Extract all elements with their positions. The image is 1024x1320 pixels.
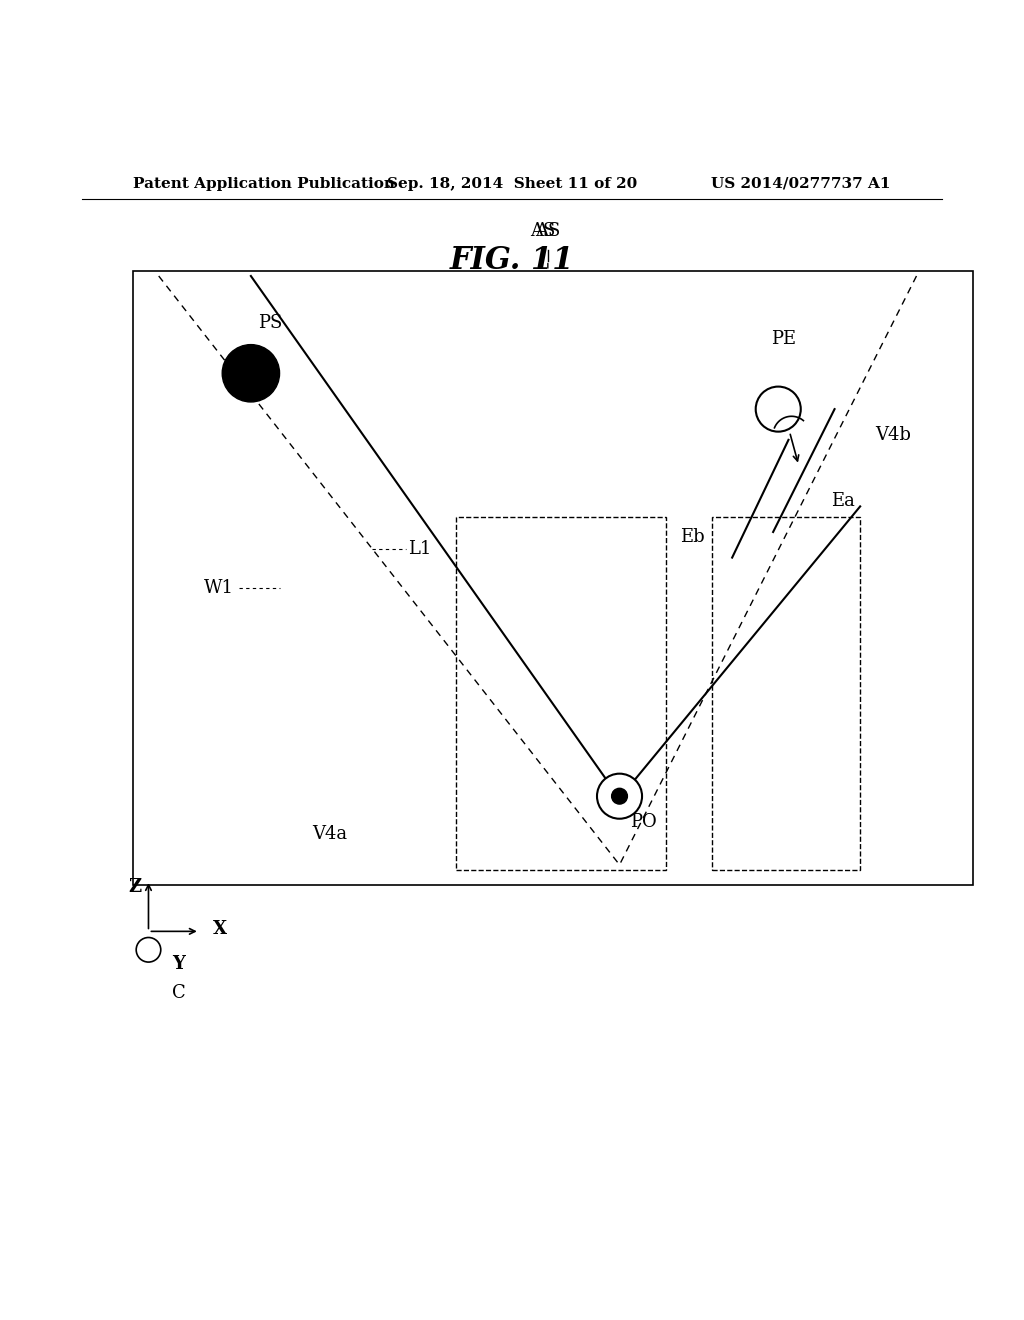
Text: AS: AS xyxy=(530,222,555,240)
Text: AS: AS xyxy=(536,222,560,240)
Text: X: X xyxy=(213,920,227,939)
Text: US 2014/0277737 A1: US 2014/0277737 A1 xyxy=(712,177,891,191)
Text: PS: PS xyxy=(258,314,283,333)
Text: L1: L1 xyxy=(408,540,431,558)
Bar xyxy=(712,516,860,870)
Circle shape xyxy=(136,937,161,962)
Text: PE: PE xyxy=(771,330,797,347)
Bar xyxy=(133,271,973,886)
Text: V4a: V4a xyxy=(312,825,347,843)
Text: V4b: V4b xyxy=(876,426,911,444)
Text: Sep. 18, 2014  Sheet 11 of 20: Sep. 18, 2014 Sheet 11 of 20 xyxy=(387,177,637,191)
Circle shape xyxy=(222,345,280,403)
Circle shape xyxy=(756,387,801,432)
Text: Eb: Eb xyxy=(680,528,705,546)
Text: PO: PO xyxy=(630,813,656,832)
Text: FIG. 11: FIG. 11 xyxy=(450,246,574,276)
Circle shape xyxy=(597,774,642,818)
Text: Ea: Ea xyxy=(831,492,855,511)
Text: Y: Y xyxy=(172,956,185,973)
Text: Patent Application Publication: Patent Application Publication xyxy=(133,177,395,191)
Text: W1: W1 xyxy=(204,579,233,598)
Bar xyxy=(456,516,666,870)
Text: C: C xyxy=(172,983,185,1002)
Text: Z: Z xyxy=(128,878,141,895)
Circle shape xyxy=(611,788,628,804)
